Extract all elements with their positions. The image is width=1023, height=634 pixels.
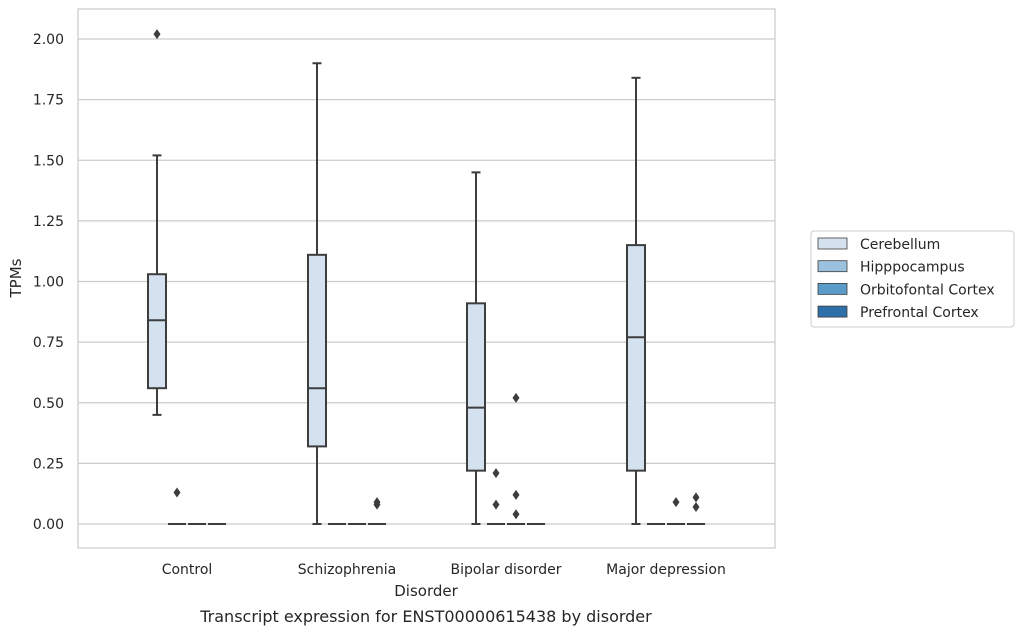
y-tick-label: 1.50 bbox=[33, 153, 64, 169]
y-tick-label: 1.75 bbox=[33, 93, 64, 109]
outlier-point bbox=[492, 499, 500, 510]
box-cerebellum bbox=[307, 62, 327, 525]
outlier-point bbox=[373, 499, 381, 510]
outlier-point bbox=[692, 492, 700, 503]
legend-label: Prefrontal Cortex bbox=[860, 305, 979, 321]
outlier-point bbox=[512, 489, 520, 500]
outlier-point bbox=[512, 509, 520, 520]
outliers bbox=[153, 29, 700, 520]
chart-caption: Transcript expression for ENST0000061543… bbox=[199, 607, 652, 626]
outlier-point bbox=[692, 502, 700, 513]
legend-label: Hipppocampus bbox=[860, 260, 965, 276]
gridlines bbox=[78, 38, 775, 525]
box-cerebellum bbox=[626, 76, 646, 525]
legend-label: Cerebellum bbox=[860, 237, 940, 253]
box-cerebellum bbox=[466, 171, 486, 525]
x-axis-ticks: Control Schizophrenia Bipolar disorder Majo… bbox=[162, 562, 726, 578]
y-tick-label: 0.25 bbox=[33, 456, 64, 472]
iqr-box bbox=[466, 302, 486, 472]
y-tick-label: 0.75 bbox=[33, 335, 64, 351]
y-tick-label: 1.00 bbox=[33, 275, 64, 291]
legend-swatch bbox=[817, 260, 848, 273]
x-tick-label: Control bbox=[162, 562, 213, 578]
outlier-point bbox=[173, 487, 181, 498]
plot-area-frame bbox=[77, 8, 776, 549]
y-tick-label: 0.00 bbox=[33, 517, 64, 533]
x-axis-title: Disorder bbox=[394, 582, 458, 600]
legend-swatch bbox=[817, 237, 848, 250]
legend-label: Orbitofontal Cortex bbox=[860, 282, 995, 298]
box-cerebellum bbox=[147, 154, 167, 416]
iqr-box bbox=[626, 244, 646, 472]
y-tick-label: 1.25 bbox=[33, 214, 64, 230]
iqr-box bbox=[307, 253, 327, 448]
legend: Cerebellum Hipppocampus Orbitofontal Corte… bbox=[810, 230, 1015, 328]
iqr-box bbox=[147, 273, 167, 390]
outlier-point bbox=[492, 468, 500, 479]
x-tick-label: Schizophrenia bbox=[298, 562, 396, 578]
y-axis-ticks: 0.00 0.25 0.50 0.75 1.00 1.25 1.50 1.75 2.00 bbox=[33, 32, 64, 533]
y-axis-title: TPMs bbox=[7, 258, 25, 298]
outlier-point bbox=[153, 29, 161, 40]
legend-swatch bbox=[817, 282, 848, 295]
y-tick-label: 0.50 bbox=[33, 396, 64, 412]
outlier-point bbox=[672, 497, 680, 508]
legend-swatch bbox=[817, 305, 848, 318]
outlier-point bbox=[512, 392, 520, 403]
y-tick-label: 2.00 bbox=[33, 32, 64, 48]
legend-frame bbox=[810, 230, 1015, 328]
boxes bbox=[147, 62, 705, 525]
x-tick-label: Major depression bbox=[606, 562, 726, 578]
x-tick-label: Bipolar disorder bbox=[450, 562, 561, 578]
